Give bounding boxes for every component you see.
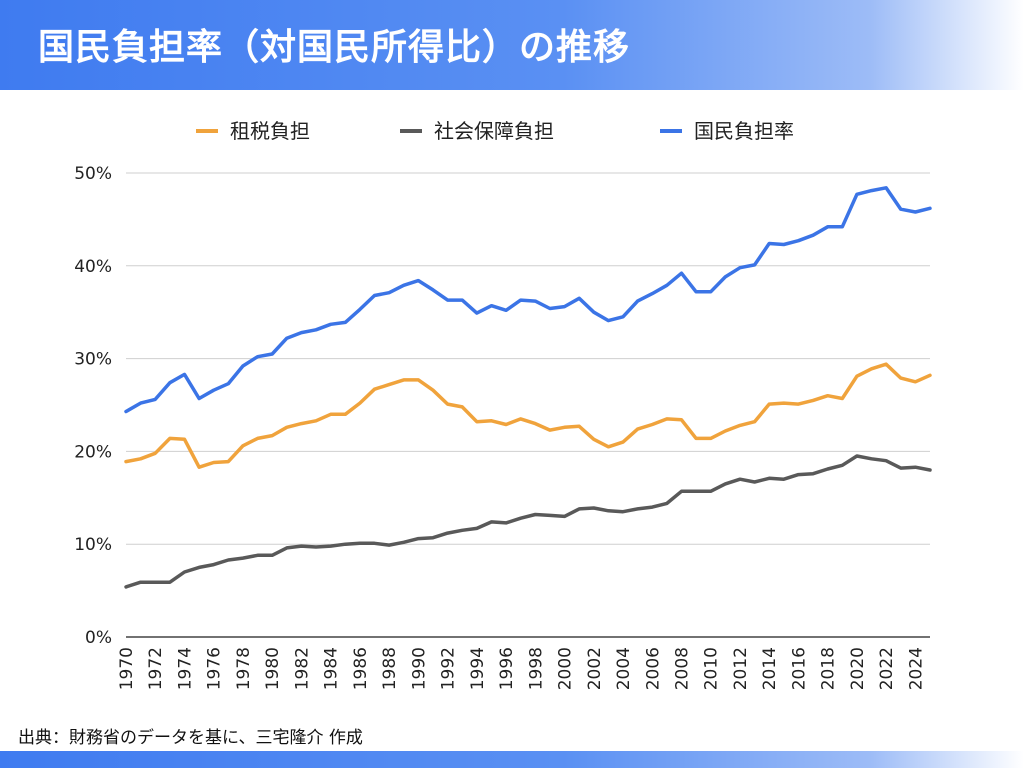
- x-tick-label: 1996: [497, 647, 517, 690]
- x-tick-label: 1994: [468, 647, 488, 690]
- x-tick-label: 1986: [351, 647, 371, 690]
- legend-label: 租税負担: [230, 119, 310, 143]
- x-tick-label: 2020: [848, 647, 868, 690]
- x-tick-label: 1982: [292, 647, 312, 690]
- x-tick-label: 2006: [643, 647, 663, 690]
- grid-lines: [126, 172, 930, 638]
- y-tick-label: 40%: [74, 257, 112, 277]
- x-tick-label: 1972: [146, 647, 166, 690]
- series-line-1: [124, 454, 932, 589]
- x-tick-label: 2000: [556, 647, 576, 690]
- x-tick-label: 1978: [234, 647, 254, 690]
- y-tick-label: 50%: [74, 164, 112, 184]
- x-tick-label: 1976: [205, 647, 225, 690]
- x-tick-label: 1974: [175, 647, 195, 690]
- x-tick-label: 2002: [585, 647, 605, 690]
- y-tick-label: 10%: [74, 535, 112, 555]
- legend-label: 社会保障負担: [434, 119, 554, 143]
- x-tick-label: 2016: [789, 647, 809, 690]
- x-tick-label: 2018: [819, 647, 839, 690]
- x-tick-label: 1988: [380, 647, 400, 690]
- bottom-bar: [0, 751, 1024, 768]
- x-tick-label: 2010: [702, 647, 722, 690]
- x-tick-label: 2012: [731, 647, 751, 690]
- x-tick-label: 2022: [877, 647, 897, 690]
- x-axis-ticks: 1970 1972 1974 1976 1978 1980 1982 1984 1986 1988…: [117, 647, 926, 690]
- x-tick-label: 1992: [439, 647, 459, 690]
- y-tick-label: 0%: [85, 628, 112, 648]
- x-tick-label: 2024: [906, 647, 926, 690]
- x-tick-label: 1984: [322, 647, 342, 690]
- x-tick-label: 1990: [409, 647, 429, 690]
- legend: 租税負担 社会保障負担 国民負担率: [196, 119, 794, 143]
- y-tick-label: 30%: [74, 350, 112, 370]
- x-tick-label: 2008: [672, 647, 692, 690]
- series-line-0: [124, 362, 932, 469]
- y-tick-label: 20%: [74, 442, 112, 462]
- series-line-2: [124, 186, 932, 414]
- title-bar: 国民負担率（対国民所得比）の推移: [0, 0, 1024, 90]
- x-tick-label: 2004: [614, 647, 634, 690]
- page-title: 国民負担率（対国民所得比）の推移: [38, 27, 631, 68]
- x-tick-label: 1998: [526, 647, 546, 690]
- series-lines: [124, 186, 932, 589]
- source-note: 出典：財務省のデータを基に、三宅隆介 作成: [18, 728, 363, 748]
- x-tick-label: 2014: [760, 647, 780, 690]
- legend-label: 国民負担率: [694, 119, 794, 143]
- y-axis-ticks: 0% 10% 20% 30% 40% 50%: [74, 164, 112, 648]
- x-tick-label: 1980: [263, 647, 283, 690]
- x-tick-label: 1970: [117, 647, 137, 690]
